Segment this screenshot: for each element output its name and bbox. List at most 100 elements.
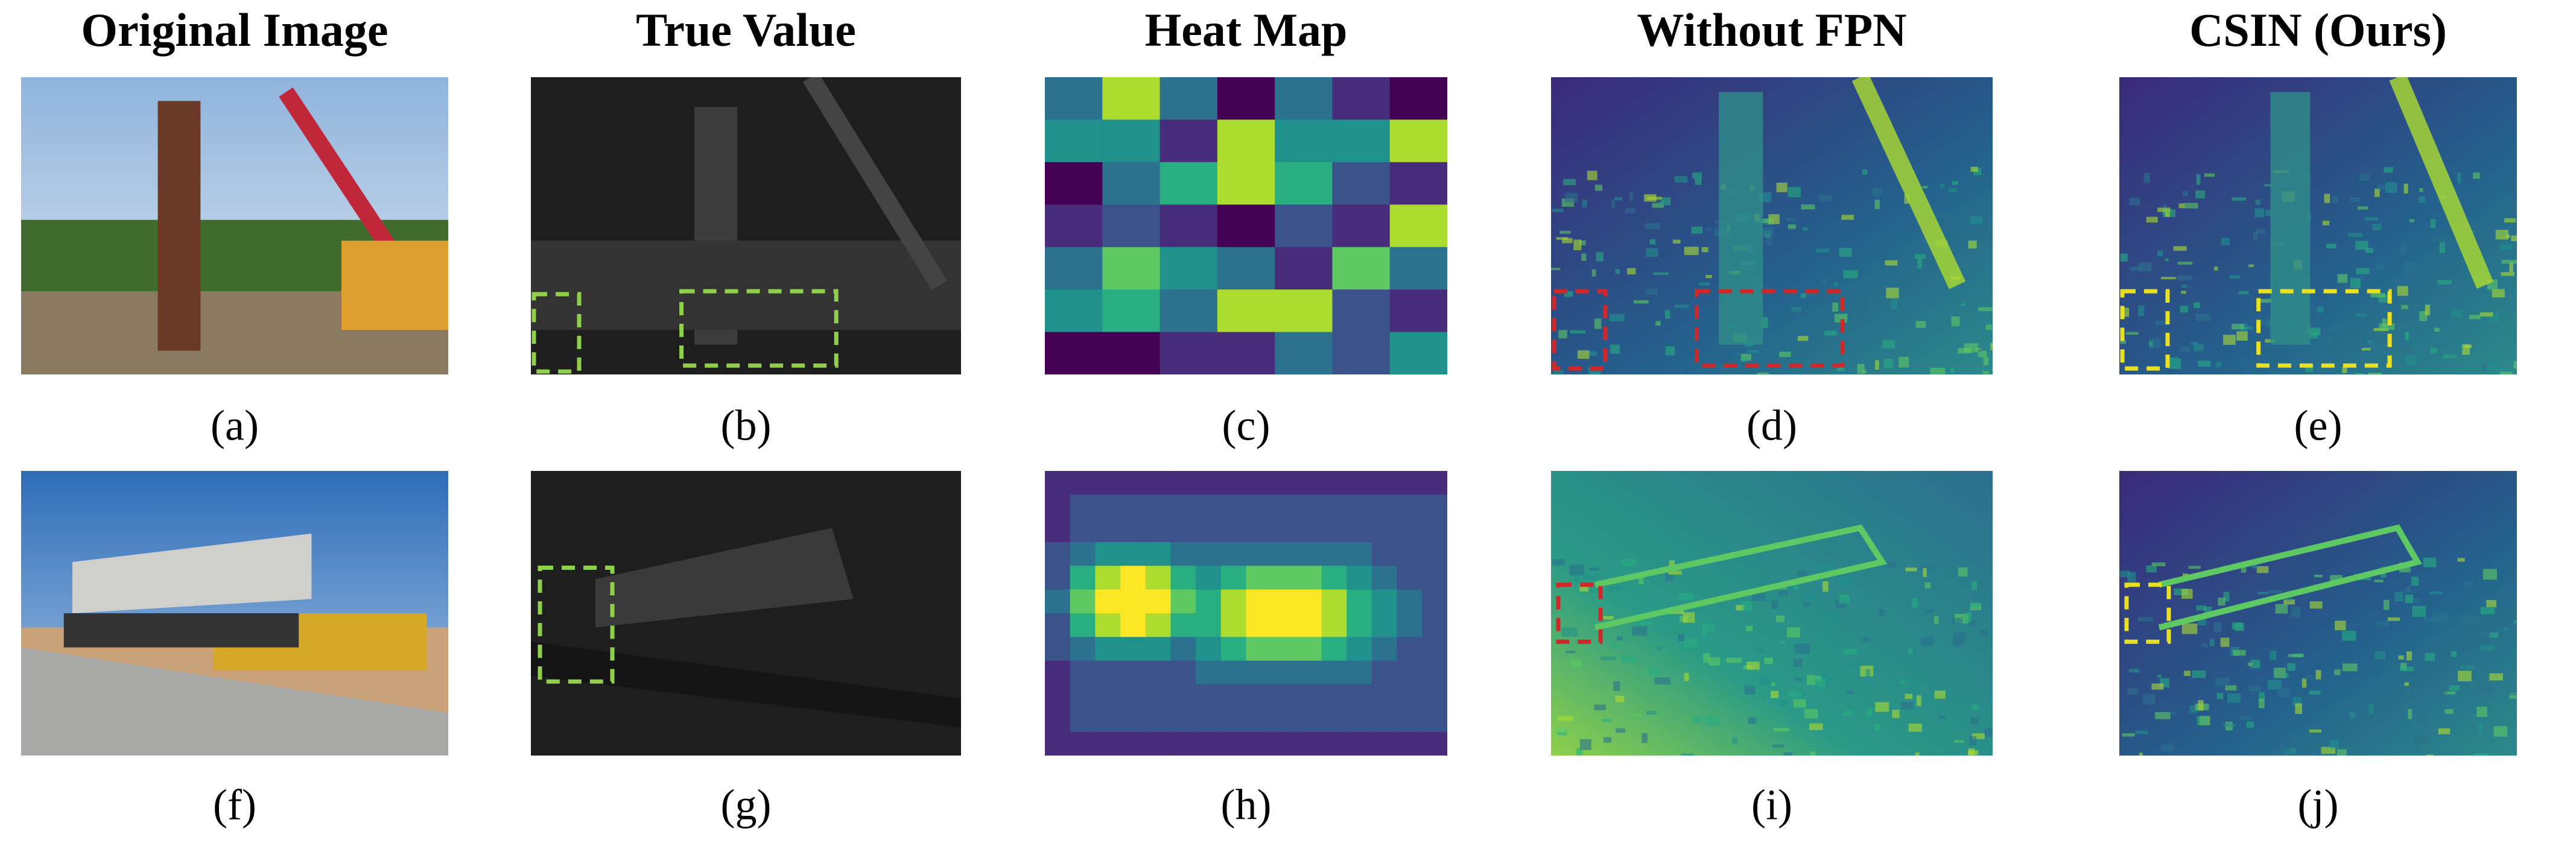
texture (1562, 238, 1573, 244)
heat-cell (1045, 566, 1071, 590)
texture (1776, 615, 1785, 622)
heat-cell (1220, 518, 1247, 543)
texture (2350, 197, 2360, 202)
texture (1759, 647, 1763, 654)
heat-cell (1095, 731, 1121, 756)
texture (2434, 327, 2440, 332)
texture (1649, 239, 1656, 245)
heat-cell (1371, 494, 1398, 519)
texture (1920, 636, 1934, 646)
texture (2500, 244, 2512, 250)
texture (2265, 339, 2275, 343)
heat-cell (1220, 731, 1247, 756)
texture (1844, 648, 1857, 655)
heat-cell (1347, 684, 1372, 709)
texture (2397, 286, 2408, 296)
heat-cell (1120, 660, 1146, 685)
heat-cell (1347, 613, 1372, 638)
heat-cell (1170, 542, 1197, 567)
highlight-box (1552, 289, 1608, 371)
texture (1616, 636, 1623, 640)
texture (2322, 221, 2330, 226)
texture (1609, 314, 1625, 322)
texture (2482, 363, 2489, 373)
crane (2389, 77, 2494, 289)
heat-cell (1220, 471, 1247, 496)
texture (2505, 248, 2511, 255)
column-header: True Value (636, 4, 856, 56)
texture (2451, 309, 2463, 318)
texture (2239, 291, 2249, 295)
heat-cell (1170, 589, 1197, 614)
heat-cell (1347, 731, 1372, 756)
texture (1899, 356, 1909, 368)
texture (2149, 341, 2153, 347)
heat-cell (1145, 660, 1172, 685)
texture (1953, 637, 1963, 647)
texture (2216, 693, 2224, 699)
texture (2180, 305, 2188, 313)
texture (1872, 188, 1882, 197)
texture (2499, 371, 2513, 374)
texture (1554, 728, 1570, 733)
texture (1591, 269, 1596, 277)
texture (2165, 258, 2169, 261)
texture (1842, 710, 1853, 716)
heat-cell (1397, 471, 1423, 496)
texture (1968, 620, 1976, 626)
texture (1632, 626, 1648, 636)
texture (2355, 373, 2364, 374)
texture (1683, 612, 1695, 623)
heat-cell (1170, 637, 1197, 661)
heat-cell (1045, 637, 1071, 661)
texture (2257, 592, 2269, 595)
texture (2196, 174, 2201, 185)
panel-image (531, 471, 961, 756)
girder (595, 528, 854, 628)
texture (2236, 331, 2248, 341)
image-content (21, 471, 448, 756)
texture (1613, 681, 1620, 691)
texture (1901, 701, 1914, 710)
texture (2480, 607, 2495, 614)
texture (1914, 254, 1926, 259)
texture (1885, 260, 1898, 266)
texture (2474, 617, 2487, 621)
texture (2139, 753, 2143, 756)
heat-cell (1321, 518, 1348, 543)
heat-cell (1371, 589, 1398, 614)
texture (1674, 175, 1688, 183)
texture (1824, 330, 1837, 336)
texture (1600, 657, 1616, 661)
heat-cell (1102, 77, 1161, 121)
image-content (1045, 471, 1447, 756)
texture (2400, 663, 2407, 671)
texture (1684, 673, 1689, 681)
texture (2310, 332, 2318, 339)
texture (2256, 229, 2266, 234)
image-content (1551, 471, 1993, 756)
texture (1574, 573, 1580, 583)
texture (2495, 230, 2509, 240)
texture (2406, 651, 2413, 661)
heat-cell (1217, 162, 1276, 206)
texture (2332, 196, 2338, 203)
panel-image (2119, 77, 2517, 374)
texture (2309, 601, 2323, 609)
heat-cell (1422, 660, 1447, 685)
heat-cell (1070, 589, 1096, 614)
texture (2361, 347, 2371, 351)
heat-cell (1397, 708, 1423, 733)
texture (2309, 690, 2321, 695)
texture (1576, 748, 1583, 756)
texture (1930, 368, 1945, 374)
texture (2502, 628, 2508, 631)
texture (2444, 709, 2454, 714)
texture (1862, 638, 1871, 642)
texture (2177, 262, 2193, 265)
heat-cell (1296, 708, 1322, 733)
heat-cell (1145, 637, 1172, 661)
heat-cell (1120, 613, 1146, 638)
image-content (1045, 77, 1447, 374)
texture (1879, 608, 1885, 617)
